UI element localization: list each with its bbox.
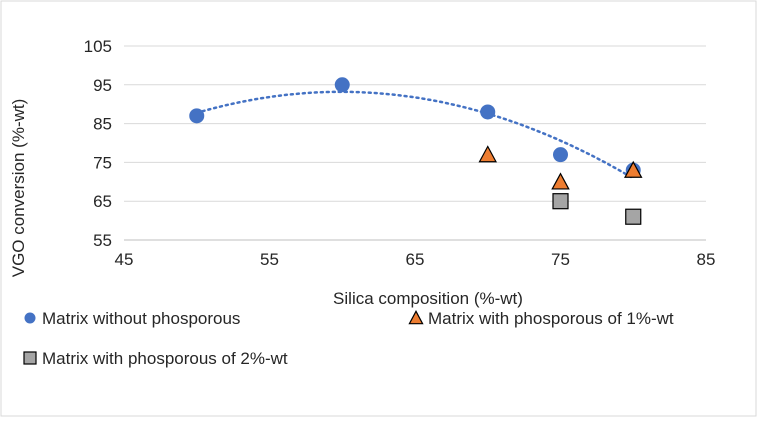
y-tick-label: 65 bbox=[93, 192, 112, 211]
legend-marker-square bbox=[23, 351, 37, 365]
data-point-square bbox=[625, 208, 642, 225]
data-point-circle bbox=[189, 108, 205, 124]
data-point-circle bbox=[480, 104, 496, 120]
x-axis-title: Silica composition (%-wt) bbox=[333, 289, 523, 308]
legend-marker-circle bbox=[24, 312, 36, 324]
data-point-triangle bbox=[551, 172, 570, 190]
legend-marker-triangle bbox=[408, 310, 424, 325]
data-point-circle bbox=[553, 147, 568, 163]
x-tick-label: 85 bbox=[697, 250, 716, 269]
trendline bbox=[195, 90, 635, 180]
legend-item: Matrix with phosporous of 1%-wt bbox=[408, 309, 674, 328]
y-tick-label: 55 bbox=[93, 231, 112, 250]
legend-label: Matrix with phosporous of 2%-wt bbox=[42, 349, 288, 368]
y-tick-label: 105 bbox=[84, 37, 112, 56]
y-tick-label: 75 bbox=[93, 153, 112, 172]
legend-label: Matrix with phosporous of 1%-wt bbox=[428, 309, 674, 328]
x-tick-label: 75 bbox=[551, 250, 570, 269]
x-tick-label: 55 bbox=[260, 250, 279, 269]
legend-label: Matrix without phosporous bbox=[42, 309, 240, 328]
y-tick-label: 85 bbox=[93, 115, 112, 134]
y-axis-title: VGO conversion (%-wt) bbox=[9, 99, 28, 278]
x-tick-label: 65 bbox=[406, 250, 425, 269]
y-tick-label: 95 bbox=[93, 76, 112, 95]
trendline-layer bbox=[195, 90, 635, 180]
data-point-triangle bbox=[623, 160, 643, 178]
data-point-triangle bbox=[478, 145, 498, 163]
data-marks bbox=[189, 77, 643, 225]
data-point-circle bbox=[334, 77, 350, 93]
legend: Matrix without phosporous Matrix with pho… bbox=[23, 309, 674, 368]
legend-item: Matrix without phosporous bbox=[24, 309, 240, 328]
data-point-square bbox=[552, 193, 569, 210]
x-tick-label: 45 bbox=[115, 250, 134, 269]
gridlines bbox=[124, 45, 706, 202]
legend-item: Matrix with phosporous of 2%-wt bbox=[23, 349, 288, 368]
